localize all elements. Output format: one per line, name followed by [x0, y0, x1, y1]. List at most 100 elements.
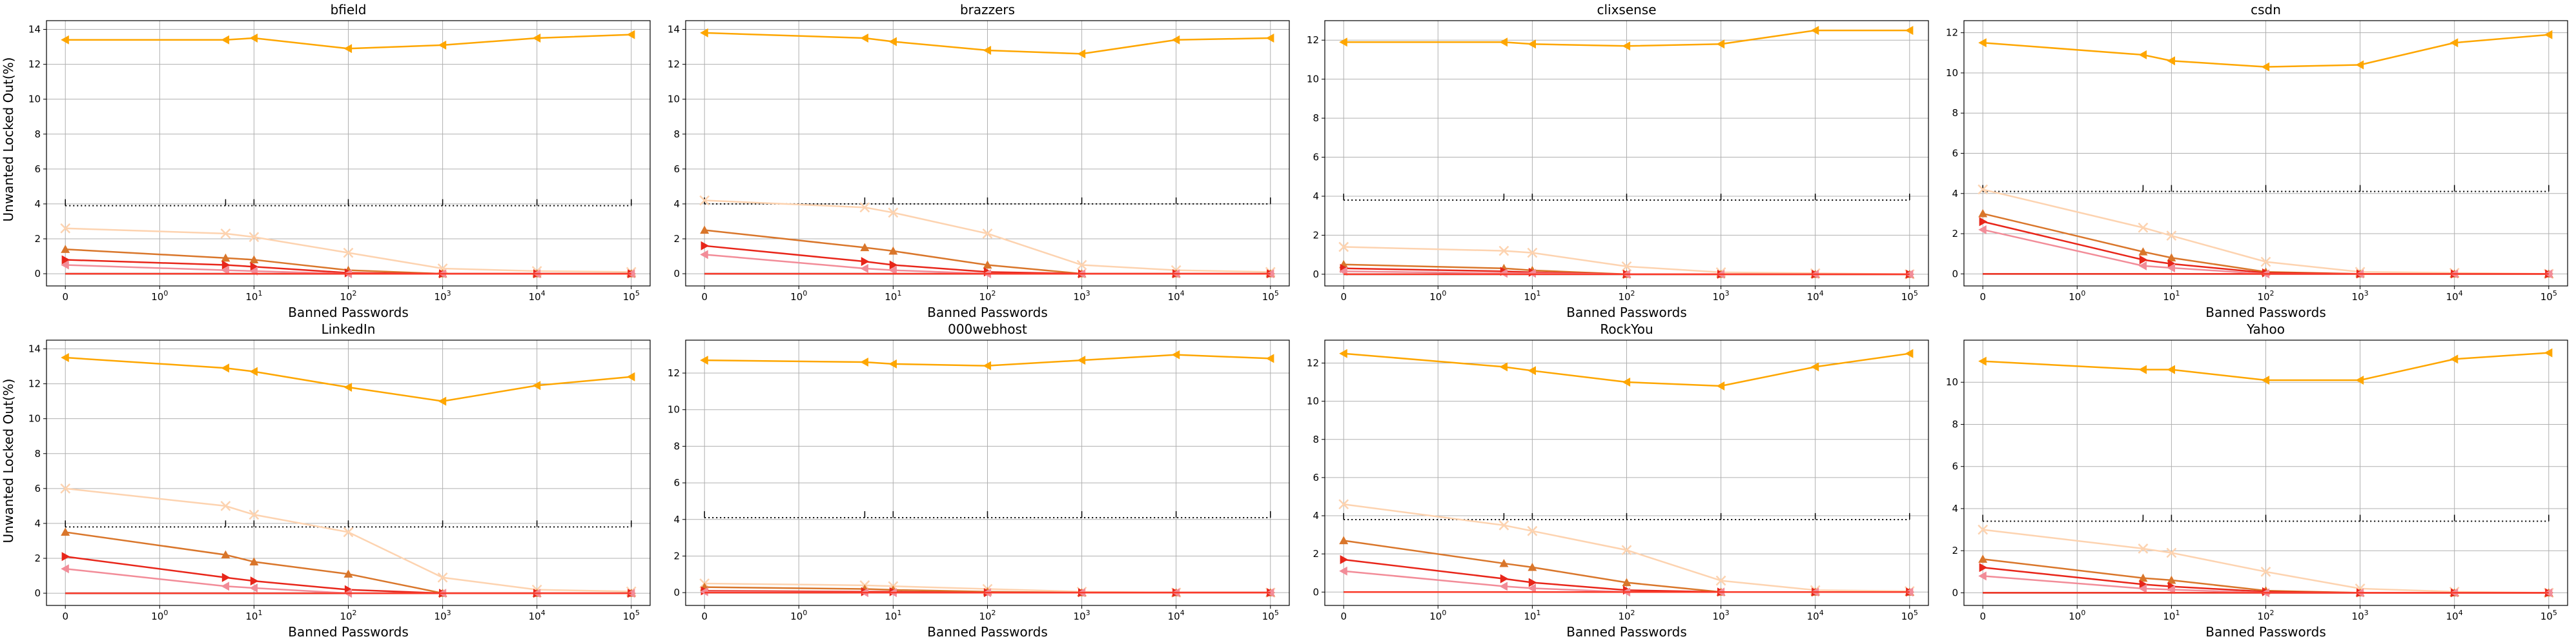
x-tick-label: 103	[1074, 289, 1090, 303]
x-tick-base: 10	[2069, 291, 2081, 303]
x-tick-base: 10	[245, 611, 258, 622]
x-tick-base: 10	[434, 611, 447, 622]
x-tick-base: 10	[2163, 291, 2175, 303]
x-axis-label: Banned Passwords	[2205, 624, 2326, 639]
data-point	[1527, 247, 1538, 258]
data-point	[249, 509, 260, 520]
data-point	[983, 260, 992, 269]
x-tick-label: 104	[2446, 289, 2463, 303]
x-tick-exponent: 1	[897, 289, 901, 298]
x-tick-base: 10	[1807, 611, 1819, 622]
y-tick-label: 4	[1952, 503, 1958, 514]
x-tick-label: 101	[2163, 609, 2180, 622]
x-tick-base: 0	[1979, 611, 1986, 622]
x-tick-base: 10	[340, 611, 352, 622]
x-tick-label: 104	[529, 289, 546, 303]
x-tick-base: 10	[884, 291, 897, 303]
data-point	[61, 35, 69, 45]
x-tick-base: 10	[1901, 611, 1914, 622]
data-point	[1499, 269, 1508, 278]
x-tick-label: 104	[529, 609, 546, 622]
data-point	[1905, 26, 1914, 36]
data-point	[343, 569, 353, 578]
data-point	[860, 358, 869, 367]
x-tick-exponent: 1	[1536, 609, 1540, 617]
data-point	[1338, 241, 1349, 252]
data-point	[1499, 362, 1508, 372]
y-tick-label: 12	[28, 378, 41, 390]
x-tick-label: 100	[2069, 289, 2085, 303]
x-tick-label: 0	[1340, 611, 1347, 622]
x-tick-exponent: 1	[1536, 289, 1540, 298]
x-tick-label: 105	[1262, 289, 1279, 303]
x-tick-exponent: 1	[897, 609, 901, 617]
data-point	[1171, 350, 1180, 360]
x-tick-label: 100	[790, 609, 807, 622]
x-tick-base: 10	[2446, 611, 2458, 622]
y-tick-label: 2	[673, 550, 680, 562]
data-point	[861, 257, 870, 267]
y-tick-label: 8	[1313, 434, 1319, 445]
x-tick-base: 10	[1524, 291, 1536, 303]
data-point	[1622, 378, 1631, 387]
data-point	[437, 572, 448, 583]
y-tick-label: 8	[673, 440, 680, 452]
x-tick-base: 10	[529, 611, 541, 622]
data-point	[60, 483, 71, 494]
data-point	[249, 232, 260, 243]
x-tick-label: 0	[62, 611, 68, 622]
x-tick-label: 103	[1713, 609, 1730, 622]
data-point	[221, 363, 230, 373]
y-tick-label: 4	[673, 514, 680, 525]
data-point	[2167, 263, 2176, 272]
subplot-title: bfield	[331, 2, 367, 17]
data-point	[1528, 269, 1537, 278]
data-point	[1978, 225, 1987, 234]
y-tick-label: 10	[1307, 396, 1319, 407]
x-tick-label: 0	[1979, 611, 1986, 622]
x-tick-exponent: 5	[1914, 609, 1918, 617]
y-tick-label: 2	[34, 233, 41, 245]
data-point	[1339, 536, 1349, 545]
data-point	[2139, 580, 2148, 589]
x-tick-base: 10	[1262, 291, 1274, 303]
x-tick-exponent: 5	[1274, 289, 1279, 298]
data-point	[888, 246, 898, 255]
x-tick-base: 10	[1262, 611, 1274, 622]
data-point	[1716, 39, 1725, 49]
data-point	[249, 367, 258, 376]
x-tick-base: 10	[1618, 611, 1630, 622]
x-tick-exponent: 5	[1274, 609, 1279, 617]
data-point	[2449, 38, 2458, 48]
x-tick-label: 101	[245, 609, 262, 622]
data-point	[2355, 375, 2364, 385]
x-tick-exponent: 1	[258, 289, 262, 298]
y-tick-label: 8	[34, 448, 41, 460]
data-point	[61, 245, 70, 253]
x-tick-label: 105	[2540, 289, 2557, 303]
x-tick-label: 100	[151, 609, 168, 622]
data-point	[700, 241, 710, 250]
x-tick-base: 10	[979, 291, 991, 303]
x-tick-base: 10	[1524, 611, 1536, 622]
x-tick-base: 10	[1168, 611, 1180, 622]
x-tick-label: 104	[1168, 289, 1185, 303]
x-tick-base: 10	[151, 611, 163, 622]
data-point	[1527, 525, 1538, 536]
y-tick-label: 8	[1952, 107, 1958, 119]
y-tick-label: 6	[1952, 148, 1958, 159]
x-tick-base: 10	[529, 291, 541, 303]
data-point	[2544, 30, 2553, 39]
x-tick-exponent: 3	[1086, 609, 1090, 617]
x-tick-label: 105	[1901, 609, 1918, 622]
data-point	[220, 228, 231, 239]
y-tick-label: 10	[668, 404, 680, 416]
x-axis-label: Banned Passwords	[1566, 305, 1687, 320]
x-tick-exponent: 2	[992, 289, 996, 298]
data-point	[2138, 543, 2149, 554]
data-point	[1978, 208, 1988, 218]
y-tick-label: 4	[673, 198, 680, 210]
data-point	[221, 582, 230, 591]
x-tick-base: 10	[2540, 611, 2553, 622]
data-point	[1978, 356, 1987, 366]
